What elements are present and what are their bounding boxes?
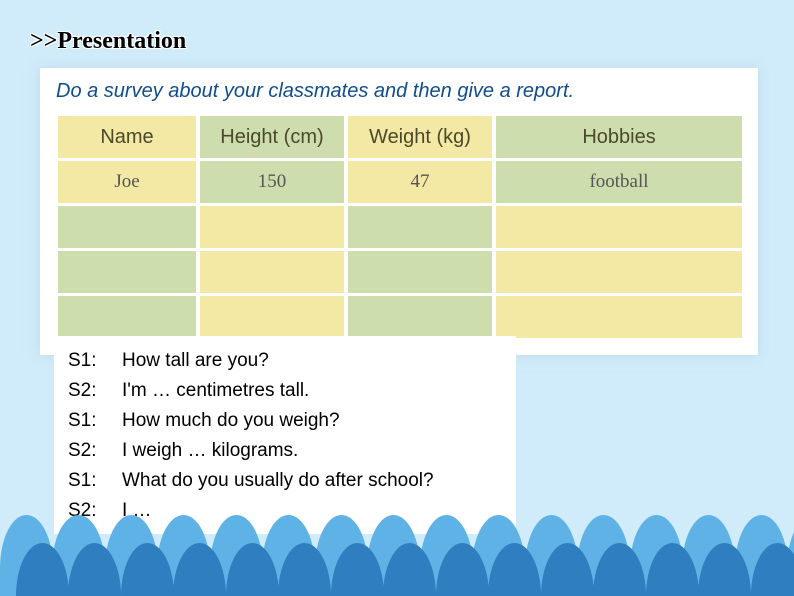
dialogue-text: I weigh … kilograms.	[122, 436, 298, 466]
table-body: Joe 150 47 football	[58, 161, 742, 338]
td-height	[200, 206, 344, 248]
th-hobbies: Hobbies	[496, 116, 742, 158]
speaker-label: S2:	[68, 376, 122, 406]
speaker-label: S1:	[68, 406, 122, 436]
page-title: >>Presentation	[30, 28, 186, 55]
td-height: 150	[200, 161, 344, 203]
table-row	[58, 206, 742, 248]
table-row	[58, 251, 742, 293]
dialogue-text: I'm … centimetres tall.	[122, 376, 309, 406]
dialogue-text: How tall are you?	[122, 346, 269, 376]
dialogue-text: What do you usually do after school?	[122, 466, 434, 496]
dialogue-line: S1: How tall are you?	[68, 346, 502, 376]
td-name	[58, 296, 196, 338]
th-height: Height (cm)	[200, 116, 344, 158]
speaker-label: S1:	[68, 346, 122, 376]
td-weight	[348, 296, 492, 338]
wave-front-row	[0, 543, 794, 596]
td-name	[58, 206, 196, 248]
th-weight: Weight (kg)	[348, 116, 492, 158]
table-row: Joe 150 47 football	[58, 161, 742, 203]
dialogue-line: S1: How much do you weigh?	[68, 406, 502, 436]
td-height	[200, 251, 344, 293]
dialogue-line: S2: I'm … centimetres tall.	[68, 376, 502, 406]
table-header-row: Name Height (cm) Weight (kg) Hobbies	[58, 116, 742, 158]
td-hobbies	[496, 296, 742, 338]
dialogue-box: S1: How tall are you? S2: I'm … centimet…	[54, 336, 516, 534]
speaker-label: S2:	[68, 436, 122, 466]
td-name: Joe	[58, 161, 196, 203]
survey-table: Name Height (cm) Weight (kg) Hobbies Joe…	[54, 113, 746, 341]
td-height	[200, 296, 344, 338]
wave-decoration	[0, 512, 794, 596]
th-name: Name	[58, 116, 196, 158]
table-row	[58, 296, 742, 338]
td-weight: 47	[348, 161, 492, 203]
td-hobbies: football	[496, 161, 742, 203]
td-hobbies	[496, 206, 742, 248]
td-hobbies	[496, 251, 742, 293]
td-weight	[348, 251, 492, 293]
dialogue-line: S1: What do you usually do after school?	[68, 466, 502, 496]
instruction-text: Do a survey about your classmates and th…	[40, 68, 758, 113]
dialogue-text: How much do you weigh?	[122, 406, 340, 436]
content-box: Do a survey about your classmates and th…	[40, 68, 758, 355]
td-weight	[348, 206, 492, 248]
td-name	[58, 251, 196, 293]
speaker-label: S1:	[68, 466, 122, 496]
dialogue-line: S2: I weigh … kilograms.	[68, 436, 502, 466]
